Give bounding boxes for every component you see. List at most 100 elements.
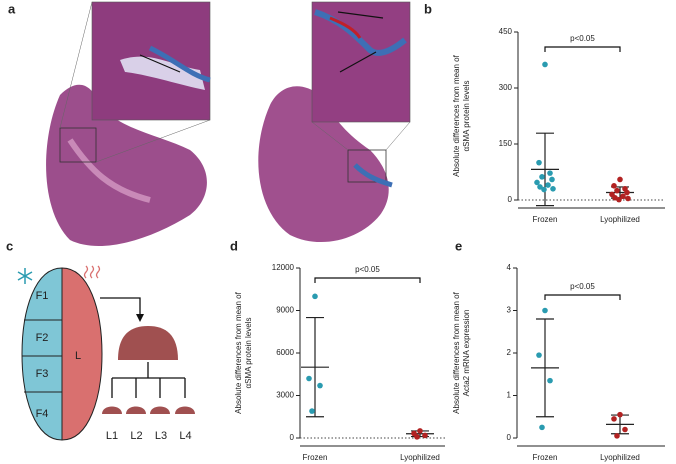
y-tick-label: 0 bbox=[507, 433, 512, 442]
piece-label: L2 bbox=[130, 430, 142, 442]
arrow bbox=[339, 51, 377, 73]
lyophilized-half bbox=[61, 267, 103, 441]
part-label: F4 bbox=[36, 408, 49, 420]
split-lines bbox=[111, 362, 186, 398]
annotation: p<0.05 bbox=[570, 34, 595, 43]
part-label: F1 bbox=[36, 290, 49, 302]
y-tick-label: 0 bbox=[508, 195, 513, 204]
arrow bbox=[337, 11, 384, 19]
panel-label: c bbox=[6, 238, 13, 253]
y-axis-label-line: Acta2 mRNA expression bbox=[462, 310, 471, 397]
data-point bbox=[622, 426, 628, 433]
data-point bbox=[625, 195, 631, 202]
data-point bbox=[536, 159, 542, 166]
data-point bbox=[611, 416, 617, 422]
x-tick-label: Lyophilized bbox=[400, 453, 440, 462]
x-tick-label: Frozen bbox=[533, 453, 558, 462]
fibrosis bbox=[148, 45, 211, 83]
y-tick-label: 6000 bbox=[276, 348, 294, 357]
y-tick-label: 3000 bbox=[276, 391, 294, 400]
panel-label: a bbox=[8, 1, 16, 16]
arrow bbox=[100, 297, 141, 318]
y-axis-label-line: αSMA protein levels bbox=[462, 81, 471, 152]
piece-label: L3 bbox=[155, 430, 167, 442]
y-axis-label-line: αSMA protein levels bbox=[244, 318, 253, 389]
tissue-pieces bbox=[102, 406, 195, 414]
part-label: L bbox=[75, 350, 81, 362]
y-axis-label: Absolute differences from mean ofαSMA pr… bbox=[452, 54, 471, 176]
y-tick-label: 12000 bbox=[272, 263, 295, 272]
data-point bbox=[534, 179, 540, 186]
data-point bbox=[317, 382, 323, 389]
data-point bbox=[312, 293, 318, 300]
zoom-line bbox=[385, 121, 411, 151]
x-tick-label: Frozen bbox=[533, 215, 558, 224]
piece-label: L1 bbox=[106, 430, 118, 442]
fibrosis bbox=[353, 163, 393, 188]
significance-bracket bbox=[544, 294, 621, 300]
arrow-head bbox=[136, 314, 144, 322]
data-point bbox=[549, 176, 555, 183]
annotation: p<0.05 bbox=[355, 265, 380, 274]
y-tick-label: 4 bbox=[507, 263, 512, 272]
lyophilized-tissue bbox=[118, 326, 178, 360]
zoom-line bbox=[95, 119, 211, 163]
zoom-inset bbox=[311, 1, 411, 123]
data-point bbox=[617, 176, 623, 183]
vessel bbox=[120, 56, 205, 90]
zoom-box bbox=[347, 149, 387, 183]
zoom-line bbox=[311, 121, 349, 151]
heat-icon bbox=[83, 265, 101, 279]
kidney-section bbox=[258, 86, 389, 243]
data-point bbox=[617, 411, 623, 418]
tissue-detail bbox=[67, 138, 151, 203]
panel-label: e bbox=[455, 238, 462, 253]
data-point bbox=[417, 428, 423, 434]
y-axis-label-line: Absolute differences from mean of bbox=[234, 291, 243, 413]
data-point bbox=[422, 432, 428, 439]
data-point bbox=[542, 61, 548, 68]
sampling-diagram bbox=[17, 265, 195, 441]
data-point bbox=[620, 193, 626, 200]
part-label: F3 bbox=[36, 368, 49, 380]
y-axis-label-line: Absolute differences from mean of bbox=[452, 54, 461, 176]
y-axis-label-line: Absolute differences from mean of bbox=[452, 291, 461, 413]
y-tick-label: 450 bbox=[499, 27, 513, 36]
panel-label: d bbox=[230, 238, 238, 253]
y-axis-label: Absolute differences from mean ofActa2 m… bbox=[452, 291, 471, 413]
data-point bbox=[547, 377, 553, 384]
data-point bbox=[545, 182, 551, 188]
x-tick-label: Frozen bbox=[303, 453, 328, 462]
zoom-line bbox=[59, 1, 93, 129]
data-point bbox=[309, 408, 315, 414]
data-point bbox=[414, 434, 420, 440]
x-tick-label: Lyophilized bbox=[600, 453, 640, 462]
annotation: p<0.05 bbox=[570, 282, 595, 291]
y-axis-label: Absolute differences from mean ofαSMA pr… bbox=[234, 291, 253, 413]
data-point bbox=[542, 307, 548, 314]
y-tick-label: 150 bbox=[499, 139, 513, 148]
arrow bbox=[139, 54, 181, 73]
part-label: F2 bbox=[36, 332, 49, 344]
data-point bbox=[614, 433, 620, 439]
y-tick-label: 3 bbox=[507, 306, 512, 315]
y-tick-label: 300 bbox=[499, 83, 513, 92]
kidney-section bbox=[46, 84, 207, 246]
data-point bbox=[536, 352, 542, 358]
histology-images bbox=[46, 1, 411, 246]
data-point bbox=[306, 375, 312, 382]
zoom-box bbox=[59, 127, 97, 163]
snowflake-icon bbox=[17, 268, 33, 284]
frozen-half bbox=[21, 267, 63, 441]
vessel bbox=[329, 16, 362, 39]
data-point bbox=[541, 186, 547, 193]
x-tick-label: Lyophilized bbox=[600, 215, 640, 224]
data-point bbox=[537, 184, 543, 190]
significance-bracket bbox=[544, 46, 621, 52]
y-tick-label: 9000 bbox=[276, 306, 294, 315]
data-point bbox=[611, 183, 617, 189]
y-tick-label: 2 bbox=[507, 348, 512, 357]
panel-label: b bbox=[424, 1, 432, 16]
data-point bbox=[624, 189, 630, 196]
